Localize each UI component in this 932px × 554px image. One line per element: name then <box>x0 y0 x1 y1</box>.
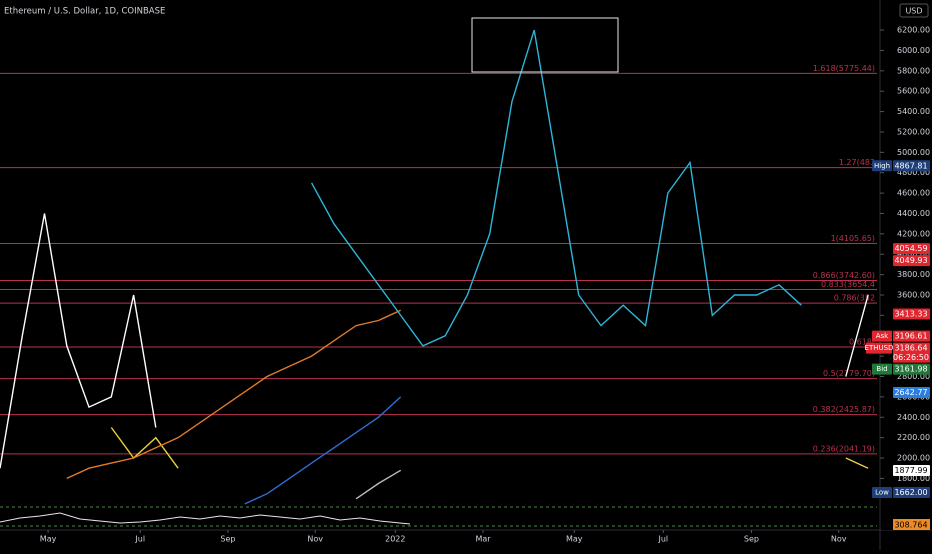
y-tick-label: 6000.00 <box>897 46 930 55</box>
y-tick-label: 3800.00 <box>897 270 930 279</box>
x-tick-label: Jul <box>134 535 145 544</box>
price-tag-label-bg <box>872 330 892 342</box>
price-tag-label: Low <box>875 488 889 496</box>
x-tick-label: Nov <box>307 535 323 544</box>
indicator-tag <box>893 519 930 530</box>
fib-label: 1(4105.65) <box>831 234 875 243</box>
price-line <box>244 396 402 505</box>
price-tag-text: 2642.77 <box>894 388 927 397</box>
price-tag <box>893 363 930 375</box>
price-tag <box>893 464 930 476</box>
price-tag-text: 4867.81 <box>894 161 927 170</box>
y-tick-label: 2400.00 <box>897 413 930 422</box>
indicator-tag-text: 308.764 <box>894 521 927 530</box>
fib-label: 0.786(352 <box>834 294 875 303</box>
fib-label: 0.833(3654.4 <box>821 280 875 289</box>
price-tag-text: 3196.61 <box>894 332 927 341</box>
price-tag-label: ETHUSD <box>865 344 894 352</box>
price-tag-label: High <box>874 162 890 170</box>
fib-label: 0.382(2425.87) <box>813 405 875 414</box>
price-tag-text: 4054.59 <box>894 244 927 253</box>
currency-box[interactable] <box>899 3 929 18</box>
chart-title: Ethereum / U.S. Dollar, 1D, COINBASE <box>4 7 165 17</box>
y-tick-label: 2200.00 <box>897 433 930 442</box>
price-tag-label-bg <box>872 363 892 375</box>
y-tick-label: 5000.00 <box>897 148 930 157</box>
price-line <box>0 213 869 469</box>
price-tag <box>893 255 930 267</box>
price-tag-text: 4049.93 <box>894 256 927 265</box>
fib-label: 0.236(2041.19) <box>813 444 875 453</box>
x-tick-label: Sep <box>220 535 235 544</box>
price-tag-label-bg <box>866 342 892 354</box>
price-tag <box>893 160 930 172</box>
price-tag <box>893 342 930 363</box>
x-tick-label: May <box>40 535 57 544</box>
price-tag-text: 1877.99 <box>894 466 927 475</box>
y-tick-label: 1800.00 <box>897 474 930 483</box>
price-tag <box>893 243 930 255</box>
price-tag <box>893 486 930 498</box>
price-tag-label: Bid <box>876 365 887 373</box>
fib-label: 1.618(5775.44) <box>813 64 875 73</box>
fib-label: 0.618( <box>849 337 875 346</box>
price-tag-text: 3161.98 <box>894 365 927 374</box>
price-tag-label-bg <box>872 486 892 498</box>
x-tick-label: Jul <box>657 535 668 544</box>
y-tick-label: 4600.00 <box>897 189 930 198</box>
x-tick-label: 2022 <box>385 535 405 544</box>
volume-pane <box>0 506 877 527</box>
price-tag-text: 1662.00 <box>894 488 927 497</box>
fib-label: 0.866(3742.60) <box>813 271 875 280</box>
indicator-line <box>0 512 411 525</box>
y-tick-label: 2800.00 <box>897 372 930 381</box>
y-tick-label: 5200.00 <box>897 127 930 136</box>
price-tags: 4867.81 High 4054.59 4049.93 3413.33 3196.61 A… <box>865 160 930 498</box>
y-tick-label: 6200.00 <box>897 26 930 35</box>
price-tag-text: 3186.64 <box>894 344 927 353</box>
y-tick-label: 4400.00 <box>897 209 930 218</box>
y-tick-label: 3600.00 <box>897 290 930 299</box>
y-tick-label: 4000.00 <box>897 250 930 259</box>
y-tick-label: 5600.00 <box>897 87 930 96</box>
y-tick-label: 4200.00 <box>897 229 930 238</box>
price-tag <box>893 308 930 320</box>
price-tag-label-bg <box>872 160 892 172</box>
y-tick-label: 2000.00 <box>897 454 930 463</box>
price-tag-sub: 06:26:50 <box>893 353 929 362</box>
price-line <box>110 427 869 469</box>
fib-label: 1.27(483 <box>839 158 875 167</box>
price-line <box>66 309 401 480</box>
x-tick-label: May <box>566 535 583 544</box>
price-tag-text: 3413.33 <box>894 310 927 319</box>
fib-label: 0.5(2779.70) <box>823 369 875 378</box>
x-tick-label: Nov <box>831 535 847 544</box>
annotation-rectangle <box>471 17 619 73</box>
price-line <box>355 469 402 500</box>
series-group <box>0 29 869 505</box>
x-tick-label: Sep <box>744 535 759 544</box>
fib-group: 1.618(5775.44) 1.27(483 1(4105.65) 0.866(37… <box>0 64 877 455</box>
y-tick-label: 4800.00 <box>897 168 930 177</box>
price-tag <box>893 330 930 342</box>
y-tick-label: 5800.00 <box>897 66 930 75</box>
y-tick-label: 5400.00 <box>897 107 930 116</box>
price-tag <box>893 387 930 399</box>
x-tick-label: Mar <box>475 535 491 544</box>
price-tag-label: Ask <box>876 332 889 340</box>
currency[interactable]: USD <box>905 7 922 16</box>
price-line <box>310 29 802 347</box>
